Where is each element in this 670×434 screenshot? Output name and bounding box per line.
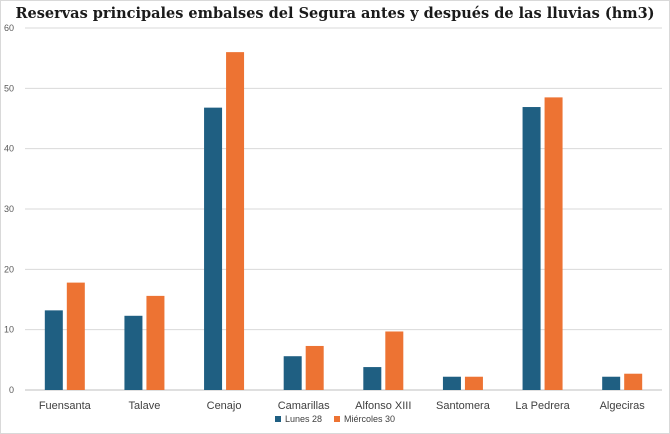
y-tick-label: 60 bbox=[4, 23, 14, 33]
y-tick-label: 20 bbox=[4, 264, 14, 274]
bar-miercoles-fuensanta bbox=[66, 282, 85, 390]
y-axis-ticks: 0 10 20 30 40 50 60 bbox=[4, 23, 14, 395]
gridlines bbox=[25, 27, 662, 391]
legend: Lunes 28 Miércoles 30 bbox=[0, 414, 670, 424]
x-tick-label: Camarillas bbox=[278, 400, 330, 412]
x-tick-label: La Pedrera bbox=[515, 400, 570, 412]
x-tick-label: Santomera bbox=[436, 400, 491, 412]
bar-lunes-camarillas bbox=[283, 356, 302, 390]
x-tick-label: Alfonso XIII bbox=[355, 400, 411, 412]
bar-miercoles-talave bbox=[146, 295, 165, 390]
x-axis-ticks: Fuensanta Talave Cenajo Camarillas Alfonso X… bbox=[39, 400, 645, 412]
bar-lunes-santomera bbox=[442, 376, 461, 390]
bar-miercoles-camarillas bbox=[305, 345, 324, 390]
bar-miercoles-santomera bbox=[464, 376, 483, 390]
bar-miercoles-alfonso-xiii bbox=[385, 331, 404, 390]
legend-swatch-lunes bbox=[274, 416, 281, 422]
x-tick-label: Algeciras bbox=[600, 400, 646, 412]
bar-miercoles-algeciras bbox=[624, 373, 643, 390]
bar-chart: 0 10 20 30 40 50 60 Fuensanta Talave Cenajo Camar… bbox=[4, 23, 662, 412]
y-tick-label: 0 bbox=[9, 385, 14, 395]
bars bbox=[44, 52, 643, 391]
bar-miercoles-cenajo bbox=[226, 52, 245, 391]
x-tick-label: Cenajo bbox=[207, 400, 242, 412]
chart-title: Reservas principales embalses del Segura… bbox=[15, 5, 655, 22]
legend-item-lunes: Lunes 28 bbox=[274, 414, 322, 424]
legend-item-miercoles: Miércoles 30 bbox=[334, 414, 395, 424]
bar-lunes-alfonso-xiii bbox=[363, 367, 382, 390]
bar-lunes-la-pedrera bbox=[522, 107, 541, 390]
bar-miercoles-la-pedrera bbox=[544, 97, 563, 390]
legend-label-miercoles: Miércoles 30 bbox=[344, 414, 396, 424]
y-tick-label: 40 bbox=[4, 144, 14, 154]
bar-lunes-algeciras bbox=[602, 376, 621, 390]
bar-lunes-talave bbox=[124, 315, 143, 390]
y-tick-label: 10 bbox=[4, 325, 14, 335]
bar-lunes-cenajo bbox=[204, 107, 223, 390]
legend-label-lunes: Lunes 28 bbox=[284, 414, 322, 424]
legend-swatch-miercoles bbox=[334, 416, 340, 422]
y-tick-label: 30 bbox=[4, 204, 14, 214]
y-tick-label: 50 bbox=[4, 83, 14, 93]
bar-lunes-fuensanta bbox=[44, 310, 63, 390]
x-tick-label: Fuensanta bbox=[39, 400, 92, 412]
x-tick-label: Talave bbox=[129, 400, 161, 412]
